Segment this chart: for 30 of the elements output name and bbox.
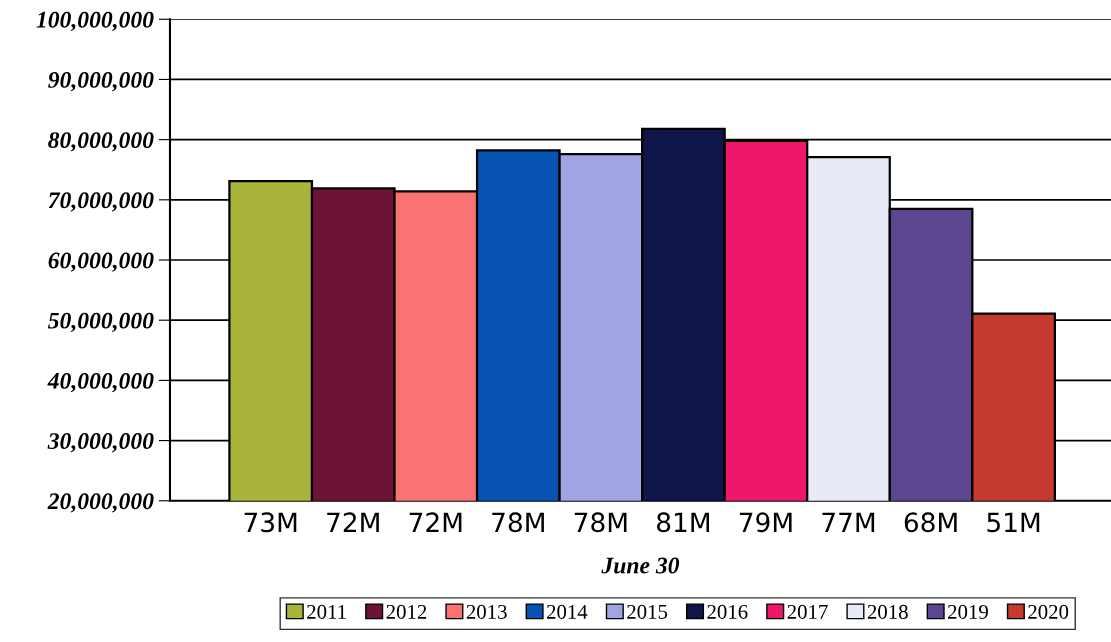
x-tick-label: 78M <box>492 512 544 533</box>
x-tick-label: 79M <box>739 512 792 533</box>
y-tick-label: 60,000,000 <box>48 252 154 272</box>
y-tick-label: 50,000,000 <box>48 312 154 333</box>
x-tick-label: 81M <box>657 512 710 533</box>
legend-label: 2014 <box>546 604 588 619</box>
x-tick-label: 77M <box>822 512 875 532</box>
y-tick-label: 30,000,000 <box>47 433 154 453</box>
legend-label: 2019 <box>948 604 988 619</box>
x-tick-label: 51M <box>987 512 1040 533</box>
x-tick-label: 72M <box>409 512 462 532</box>
x-tick-label: 72M <box>327 512 379 532</box>
y-tick-label: 40,000,000 <box>47 372 154 393</box>
legend-label: 2013 <box>466 604 507 619</box>
x-axis-title: June 30 <box>601 557 680 574</box>
y-tick-label: 80,000,000 <box>48 132 154 152</box>
legend-label: 2012 <box>386 604 427 619</box>
legend-label: 2011 <box>307 604 346 619</box>
legend-label: 2015 <box>627 604 668 619</box>
x-tick-label: 73M <box>244 512 297 533</box>
y-tick-label: 90,000,000 <box>48 71 154 92</box>
legend-label: 2016 <box>707 604 748 619</box>
y-tick-label: 70,000,000 <box>48 192 154 212</box>
legend-label: 2018 <box>867 604 908 619</box>
x-tick-label: 78M <box>574 512 627 533</box>
x-tick-label: 68M <box>904 512 957 533</box>
legend-label: 2017 <box>787 604 828 619</box>
y-tick-label: 100,000,000 <box>36 11 154 32</box>
y-tick-label: 20,000,000 <box>47 493 154 513</box>
legend-label: 2020 <box>1028 604 1069 619</box>
